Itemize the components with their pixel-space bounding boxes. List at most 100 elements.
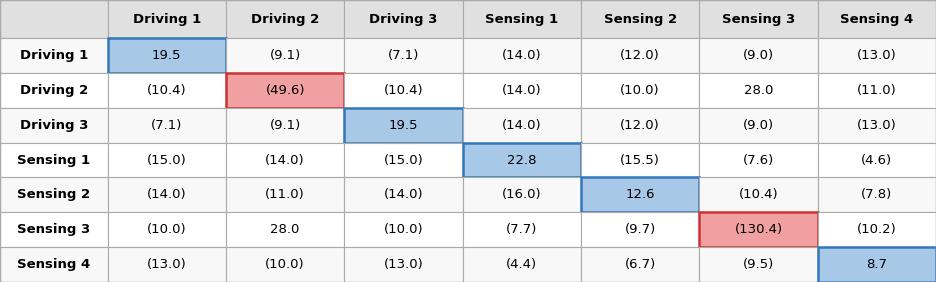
FancyBboxPatch shape	[226, 108, 344, 143]
Text: (7.7): (7.7)	[506, 223, 537, 236]
Text: Sensing 4: Sensing 4	[841, 12, 914, 26]
FancyBboxPatch shape	[108, 247, 226, 282]
FancyBboxPatch shape	[226, 38, 344, 73]
FancyBboxPatch shape	[462, 247, 581, 282]
Text: 28.0: 28.0	[744, 84, 773, 97]
FancyBboxPatch shape	[581, 143, 699, 177]
Text: (13.0): (13.0)	[384, 258, 423, 271]
Text: Sensing 1: Sensing 1	[17, 153, 91, 167]
FancyBboxPatch shape	[818, 73, 936, 108]
FancyBboxPatch shape	[581, 0, 699, 38]
Text: (14.0): (14.0)	[502, 49, 542, 62]
Text: (13.0): (13.0)	[857, 119, 897, 132]
Text: Sensing 2: Sensing 2	[17, 188, 91, 201]
FancyBboxPatch shape	[344, 38, 462, 73]
Text: Driving 3: Driving 3	[20, 119, 88, 132]
FancyBboxPatch shape	[226, 0, 344, 38]
FancyBboxPatch shape	[462, 212, 581, 247]
Text: Sensing 3: Sensing 3	[17, 223, 91, 236]
FancyBboxPatch shape	[699, 38, 818, 73]
Text: (13.0): (13.0)	[147, 258, 186, 271]
FancyBboxPatch shape	[108, 0, 226, 38]
Text: (9.1): (9.1)	[270, 119, 300, 132]
FancyBboxPatch shape	[108, 38, 226, 73]
FancyBboxPatch shape	[0, 38, 108, 73]
Text: (9.1): (9.1)	[270, 49, 300, 62]
Text: 12.6: 12.6	[625, 188, 655, 201]
Text: (9.0): (9.0)	[743, 119, 774, 132]
FancyBboxPatch shape	[0, 177, 108, 212]
Text: (14.0): (14.0)	[265, 153, 305, 167]
FancyBboxPatch shape	[462, 108, 581, 143]
FancyBboxPatch shape	[108, 73, 226, 108]
Text: (10.0): (10.0)	[265, 258, 305, 271]
FancyBboxPatch shape	[818, 0, 936, 38]
Text: (9.7): (9.7)	[624, 223, 656, 236]
FancyBboxPatch shape	[462, 38, 581, 73]
Text: (10.4): (10.4)	[739, 188, 779, 201]
Text: (15.0): (15.0)	[147, 153, 186, 167]
FancyBboxPatch shape	[462, 143, 581, 177]
FancyBboxPatch shape	[818, 247, 936, 282]
Text: (15.5): (15.5)	[621, 153, 660, 167]
Text: (13.0): (13.0)	[857, 49, 897, 62]
FancyBboxPatch shape	[108, 108, 226, 143]
FancyBboxPatch shape	[462, 0, 581, 38]
Text: (49.6): (49.6)	[266, 84, 305, 97]
Text: Driving 2: Driving 2	[20, 84, 88, 97]
Text: (4.6): (4.6)	[861, 153, 892, 167]
Text: Sensing 2: Sensing 2	[604, 12, 677, 26]
Text: 22.8: 22.8	[507, 153, 536, 167]
FancyBboxPatch shape	[699, 247, 818, 282]
FancyBboxPatch shape	[0, 212, 108, 247]
FancyBboxPatch shape	[344, 212, 462, 247]
FancyBboxPatch shape	[108, 177, 226, 212]
Text: Driving 2: Driving 2	[251, 12, 319, 26]
FancyBboxPatch shape	[344, 0, 462, 38]
Text: 8.7: 8.7	[867, 258, 887, 271]
Text: Driving 1: Driving 1	[133, 12, 201, 26]
Text: Driving 1: Driving 1	[20, 49, 88, 62]
FancyBboxPatch shape	[581, 73, 699, 108]
Text: 19.5: 19.5	[152, 49, 182, 62]
FancyBboxPatch shape	[108, 212, 226, 247]
Text: (7.8): (7.8)	[861, 188, 892, 201]
FancyBboxPatch shape	[818, 212, 936, 247]
Text: (7.1): (7.1)	[151, 119, 183, 132]
FancyBboxPatch shape	[344, 143, 462, 177]
FancyBboxPatch shape	[226, 212, 344, 247]
FancyBboxPatch shape	[226, 73, 344, 108]
FancyBboxPatch shape	[581, 177, 699, 212]
FancyBboxPatch shape	[699, 108, 818, 143]
FancyBboxPatch shape	[581, 108, 699, 143]
Text: (4.4): (4.4)	[506, 258, 537, 271]
FancyBboxPatch shape	[818, 177, 936, 212]
FancyBboxPatch shape	[462, 73, 581, 108]
FancyBboxPatch shape	[818, 108, 936, 143]
Text: (11.0): (11.0)	[265, 188, 305, 201]
FancyBboxPatch shape	[226, 247, 344, 282]
FancyBboxPatch shape	[699, 143, 818, 177]
Text: (15.0): (15.0)	[384, 153, 423, 167]
FancyBboxPatch shape	[581, 212, 699, 247]
FancyBboxPatch shape	[699, 212, 818, 247]
Text: Sensing 4: Sensing 4	[17, 258, 91, 271]
Text: (12.0): (12.0)	[621, 49, 660, 62]
FancyBboxPatch shape	[462, 177, 581, 212]
Text: (16.0): (16.0)	[502, 188, 542, 201]
Text: (10.0): (10.0)	[147, 223, 186, 236]
Text: (14.0): (14.0)	[384, 188, 423, 201]
Text: 19.5: 19.5	[388, 119, 418, 132]
FancyBboxPatch shape	[699, 177, 818, 212]
Text: (6.7): (6.7)	[624, 258, 656, 271]
FancyBboxPatch shape	[699, 73, 818, 108]
FancyBboxPatch shape	[0, 0, 108, 38]
Text: (10.0): (10.0)	[621, 84, 660, 97]
Text: (7.1): (7.1)	[388, 49, 419, 62]
FancyBboxPatch shape	[344, 247, 462, 282]
Text: (14.0): (14.0)	[147, 188, 186, 201]
FancyBboxPatch shape	[818, 38, 936, 73]
Text: Sensing 1: Sensing 1	[485, 12, 559, 26]
FancyBboxPatch shape	[344, 108, 462, 143]
FancyBboxPatch shape	[581, 247, 699, 282]
